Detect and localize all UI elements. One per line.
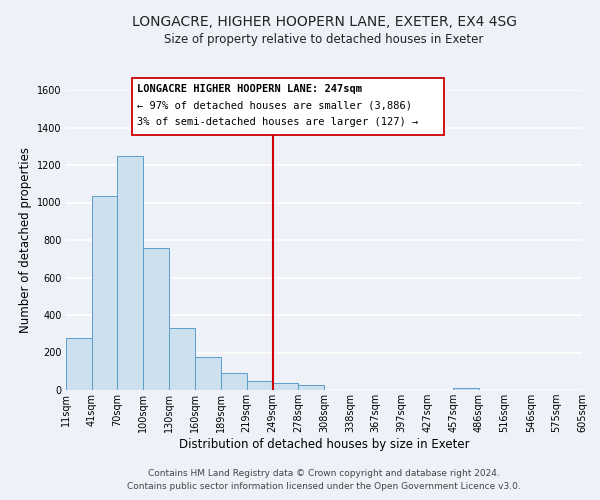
Text: 3% of semi-detached houses are larger (127) →: 3% of semi-detached houses are larger (1… [137, 117, 418, 127]
Bar [196, 357, 221, 390]
Bar [117, 156, 143, 390]
Bar [298, 386, 324, 390]
Text: Contains HM Land Registry data © Crown copyright and database right 2024.: Contains HM Land Registry data © Crown c… [148, 468, 500, 477]
Bar [92, 196, 117, 390]
Bar [221, 373, 247, 390]
Text: Size of property relative to detached houses in Exeter: Size of property relative to detached ho… [164, 32, 484, 46]
Bar [143, 248, 169, 390]
Text: LONGACRE HIGHER HOOPERN LANE: 247sqm: LONGACRE HIGHER HOOPERN LANE: 247sqm [137, 84, 362, 94]
Bar [454, 388, 479, 390]
X-axis label: Distribution of detached houses by size in Exeter: Distribution of detached houses by size … [179, 438, 469, 451]
Text: Contains public sector information licensed under the Open Government Licence v3: Contains public sector information licen… [127, 482, 521, 491]
Text: LONGACRE, HIGHER HOOPERN LANE, EXETER, EX4 4SG: LONGACRE, HIGHER HOOPERN LANE, EXETER, E… [131, 15, 517, 29]
Bar [247, 380, 273, 390]
Y-axis label: Number of detached properties: Number of detached properties [19, 147, 32, 333]
Bar [273, 382, 298, 390]
Bar [66, 338, 92, 390]
Bar [169, 328, 196, 390]
Text: ← 97% of detached houses are smaller (3,886): ← 97% of detached houses are smaller (3,… [137, 100, 412, 110]
